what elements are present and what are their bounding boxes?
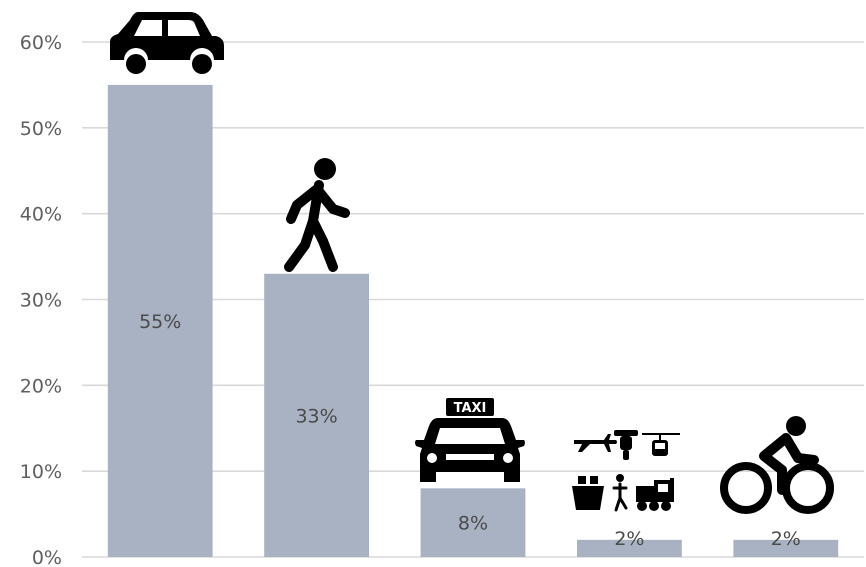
taxi-sign-text: TAXI — [454, 401, 487, 416]
y-axis-ticks: 0% 10% 20% 30% 40% 50% 60% — [20, 32, 62, 567]
other-transport-icons — [572, 430, 680, 512]
bar-car — [107, 84, 213, 558]
data-labels: 55% 33% 8% 2% 2% — [139, 311, 801, 550]
motorcycle-icon — [614, 430, 638, 460]
airplane-icon — [574, 434, 617, 452]
y-tick-label: 40% — [20, 204, 62, 226]
ship-icon — [572, 476, 604, 510]
y-tick-label: 60% — [20, 32, 62, 54]
bar-bicycle — [733, 539, 839, 557]
train-icon — [636, 478, 674, 511]
y-tick-label: 30% — [20, 290, 62, 312]
y-tick-label: 0% — [32, 547, 62, 567]
data-label-bicycle: 2% — [771, 528, 801, 550]
data-label-walk: 33% — [295, 405, 337, 427]
data-label-other: 2% — [614, 528, 644, 550]
taxi-icon: TAXI — [415, 398, 525, 482]
y-tick-label: 10% — [20, 461, 62, 483]
car-icon — [110, 12, 224, 74]
data-label-taxi: 8% — [458, 513, 488, 535]
bar-taxi — [420, 488, 526, 557]
pedestrian-icon — [284, 158, 350, 272]
person-standing-icon — [612, 474, 628, 512]
bicycle-icon — [720, 416, 834, 514]
y-tick-label: 50% — [20, 118, 62, 140]
bars — [107, 84, 839, 558]
bar-walk — [264, 273, 369, 557]
cable-car-icon — [642, 433, 680, 456]
y-tick-label: 20% — [20, 375, 62, 397]
data-label-car: 55% — [139, 311, 181, 333]
bar-other — [577, 539, 682, 557]
